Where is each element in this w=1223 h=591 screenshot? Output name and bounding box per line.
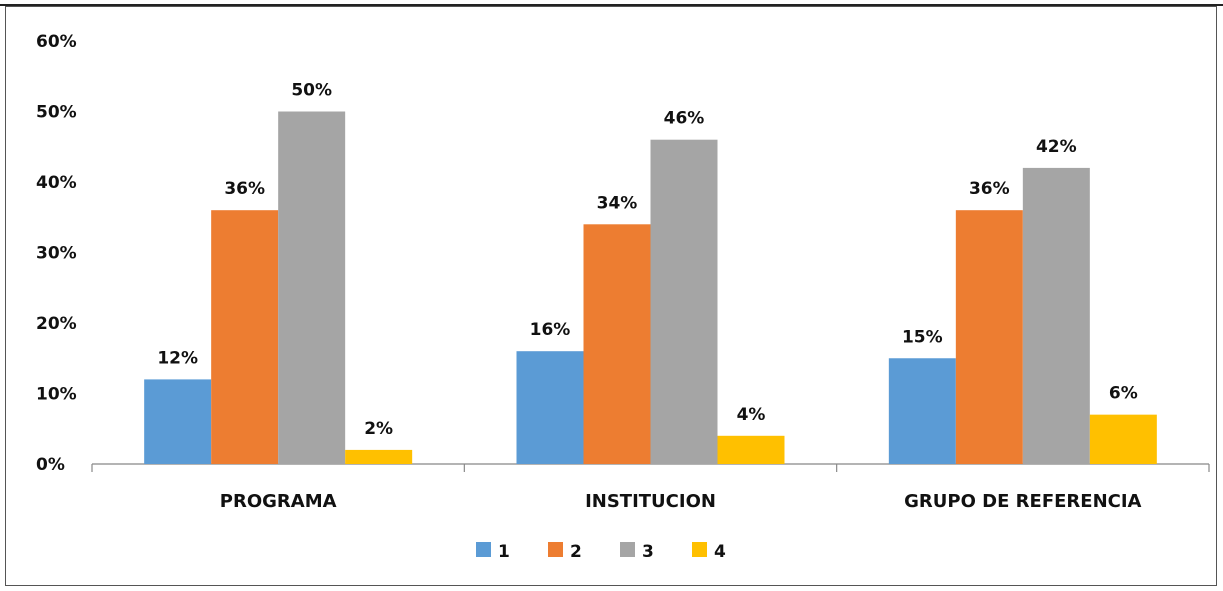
legend-swatch: [548, 542, 563, 557]
legend-label: 1: [498, 542, 510, 562]
bar-3-series-2: [955, 210, 1023, 464]
legend-swatch: [692, 542, 707, 557]
data-label: 36%: [969, 179, 1010, 199]
data-label: 12%: [157, 348, 198, 368]
data-label: 42%: [1036, 137, 1077, 157]
bar-2-series-3: [650, 139, 718, 464]
data-label: 36%: [224, 179, 265, 199]
data-label: 2%: [364, 419, 393, 439]
y-tick-label: 10%: [36, 385, 77, 405]
bar-chart: 0%10%20%30%40%50%60%12%36%50%2%PROGRAMA1…: [36, 32, 1210, 562]
top-strip: [0, 0, 1223, 6]
data-label: 4%: [737, 405, 766, 425]
legend-swatch: [476, 542, 491, 557]
x-category-label: GRUPO DE REFERENCIA: [904, 491, 1141, 512]
bar-3-series-3: [1022, 167, 1090, 464]
data-label: 15%: [902, 327, 943, 347]
y-tick-label: 20%: [36, 314, 77, 334]
bar-2-series-4: [717, 435, 785, 464]
data-label: 16%: [530, 320, 571, 340]
legend-label: 2: [570, 542, 582, 562]
x-category-label: INSTITUCION: [585, 491, 716, 512]
bar-3-series-1: [888, 358, 956, 464]
bar-2-series-1: [516, 351, 584, 464]
bar-1-series-3: [278, 111, 346, 464]
data-label: 50%: [291, 81, 332, 101]
y-tick-label: 30%: [36, 244, 77, 264]
y-tick-label: 0%: [36, 455, 65, 475]
bar-3-series-4: [1089, 414, 1157, 464]
legend-label: 4: [714, 542, 726, 562]
data-label: 6%: [1109, 384, 1138, 404]
bar-1-series-2: [211, 210, 279, 464]
y-tick-label: 40%: [36, 173, 77, 193]
legend-label: 3: [642, 542, 654, 562]
y-tick-label: 50%: [36, 103, 77, 123]
data-label: 46%: [664, 109, 705, 129]
x-category-label: PROGRAMA: [220, 491, 337, 512]
bar-1-series-4: [345, 449, 413, 464]
y-tick-label: 60%: [36, 32, 77, 52]
legend-swatch: [620, 542, 635, 557]
chart-frame: 0% 10% 20% 30% 40% 50% 60% 12% 36% 50% 2% PROGRAMA 1…: [5, 6, 1217, 586]
data-label: 34%: [597, 193, 638, 213]
bar-2-series-2: [583, 224, 651, 464]
bar-1-series-1: [144, 379, 212, 464]
